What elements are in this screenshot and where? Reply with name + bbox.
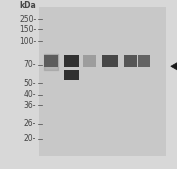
Text: 150-: 150- [19,25,36,34]
FancyBboxPatch shape [39,7,166,155]
FancyBboxPatch shape [64,55,79,67]
Text: 20-: 20- [24,134,36,143]
Text: 100-: 100- [19,37,36,45]
Text: 36-: 36- [24,101,36,110]
Text: kDa: kDa [19,1,36,10]
Polygon shape [171,62,177,71]
Text: 26-: 26- [24,119,36,128]
FancyBboxPatch shape [102,55,118,67]
Text: 50-: 50- [24,79,36,88]
FancyBboxPatch shape [138,55,150,67]
FancyBboxPatch shape [124,55,137,67]
FancyBboxPatch shape [83,55,96,67]
Text: 40-: 40- [24,90,36,99]
Text: 70-: 70- [24,60,36,69]
FancyBboxPatch shape [44,55,58,67]
FancyBboxPatch shape [64,70,79,80]
Text: 250-: 250- [19,15,36,24]
